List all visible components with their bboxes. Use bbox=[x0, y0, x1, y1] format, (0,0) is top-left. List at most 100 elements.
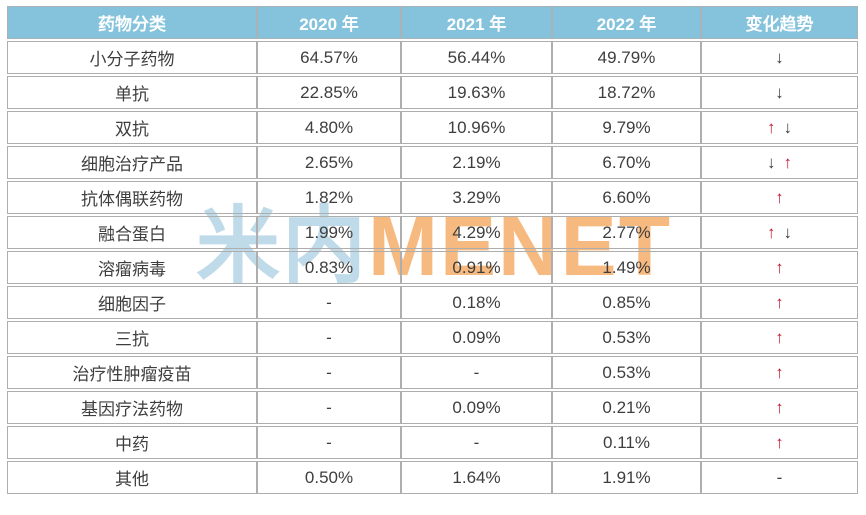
header-2021: 2021 年 bbox=[401, 6, 552, 39]
table-row: 中药 - -0.11% ↑ bbox=[7, 426, 858, 459]
up-arrow-icon: ↑ bbox=[775, 292, 784, 312]
trend-cell: ↑ bbox=[701, 391, 858, 424]
value-cell: 22.85% bbox=[257, 76, 401, 109]
trend-cell: ↓ bbox=[701, 41, 858, 74]
up-arrow-icon: ↑ bbox=[767, 117, 776, 137]
up-arrow-icon: ↑ bbox=[775, 187, 784, 207]
down-arrow-icon: ↓ bbox=[775, 47, 784, 67]
value-cell: 18.72% bbox=[552, 76, 701, 109]
header-trend: 变化趋势 bbox=[701, 6, 858, 39]
category-cell: 基因疗法药物 bbox=[7, 391, 257, 424]
value-cell: - bbox=[257, 321, 401, 354]
value-cell: - bbox=[257, 356, 401, 389]
header-2022: 2022 年 bbox=[552, 6, 701, 39]
category-cell: 融合蛋白 bbox=[7, 216, 257, 249]
up-arrow-icon: ↑ bbox=[775, 432, 784, 452]
watermark-cn-text: 米内 bbox=[196, 199, 369, 293]
value-cell: 0.50% bbox=[257, 461, 401, 494]
category-cell: 细胞因子 bbox=[7, 286, 257, 319]
table-row: 抗体偶联药物 1.82% 3.29% 6.60% ↑ bbox=[7, 181, 858, 214]
table-row: 双抗 4.80% 10.96% 9.79% ↑ ↓ bbox=[7, 111, 858, 144]
up-arrow-icon: ↑ bbox=[783, 152, 793, 172]
value-cell: 2.65% bbox=[257, 146, 401, 179]
table-row: 其他 0.50% 1.64% 1.91% - bbox=[7, 461, 858, 494]
down-arrow-icon: ↓ bbox=[783, 117, 793, 137]
value-cell: 0.09% bbox=[401, 391, 552, 424]
trend-cell: ↑ bbox=[701, 251, 858, 284]
table-row: 小分子药物 64.57% 56.44% 49.79% ↓ bbox=[7, 41, 858, 74]
no-trend-dash: - bbox=[776, 467, 783, 487]
drug-share-table-container: 药物分类 2020 年 2021 年 2022 年 变化趋势 小分子药物 64.5… bbox=[7, 4, 858, 496]
value-cell: 0.11% bbox=[552, 426, 701, 459]
value-cell: - bbox=[257, 286, 401, 319]
trend-cell: - bbox=[701, 461, 858, 494]
up-arrow-icon: ↑ bbox=[767, 222, 776, 242]
value-cell: 10.96% bbox=[401, 111, 552, 144]
category-cell: 单抗 bbox=[7, 76, 257, 109]
watermark: 米内MENET bbox=[196, 200, 672, 292]
value-cell: 2.19% bbox=[401, 146, 552, 179]
table-body: 小分子药物 64.57% 56.44% 49.79% ↓ 单抗 22.85% 19.63% 18… bbox=[7, 41, 858, 494]
value-cell: 0.83% bbox=[257, 251, 401, 284]
value-cell: 0.53% bbox=[552, 321, 701, 354]
value-cell: 6.60% bbox=[552, 181, 701, 214]
value-cell: - bbox=[401, 426, 552, 459]
value-cell: 1.82% bbox=[257, 181, 401, 214]
table-row: 融合蛋白 1.99% 4.29% 2.77% ↑ ↓ bbox=[7, 216, 858, 249]
header-row: 药物分类 2020 年 2021 年 2022 年 变化趋势 bbox=[7, 6, 858, 39]
value-cell: 1.91% bbox=[552, 461, 701, 494]
table-row: 基因疗法药物 -0.09% 0.21% ↑ bbox=[7, 391, 858, 424]
category-cell: 细胞治疗产品 bbox=[7, 146, 257, 179]
up-arrow-icon: ↑ bbox=[775, 362, 784, 382]
trend-cell: ↑ bbox=[701, 181, 858, 214]
value-cell: - bbox=[257, 426, 401, 459]
value-cell: 0.18% bbox=[401, 286, 552, 319]
value-cell: 3.29% bbox=[401, 181, 552, 214]
watermark-en-text: MENET bbox=[368, 199, 673, 293]
value-cell: 0.21% bbox=[552, 391, 701, 424]
value-cell: 0.53% bbox=[552, 356, 701, 389]
value-cell: - bbox=[257, 391, 401, 424]
category-cell: 双抗 bbox=[7, 111, 257, 144]
drug-share-table: 药物分类 2020 年 2021 年 2022 年 变化趋势 小分子药物 64.5… bbox=[7, 4, 858, 496]
value-cell: 2.77% bbox=[552, 216, 701, 249]
category-cell: 小分子药物 bbox=[7, 41, 257, 74]
header-drug-category: 药物分类 bbox=[7, 6, 257, 39]
value-cell: 1.99% bbox=[257, 216, 401, 249]
down-arrow-icon: ↓ bbox=[783, 222, 793, 242]
value-cell: - bbox=[401, 356, 552, 389]
value-cell: 1.64% bbox=[401, 461, 552, 494]
category-cell: 其他 bbox=[7, 461, 257, 494]
value-cell: 0.91% bbox=[401, 251, 552, 284]
trend-cell: ↑ ↓ bbox=[701, 111, 858, 144]
table-row: 溶瘤病毒 0.83% 0.91% 1.49% ↑ bbox=[7, 251, 858, 284]
value-cell: 4.80% bbox=[257, 111, 401, 144]
table-row: 单抗 22.85% 19.63% 18.72% ↓ bbox=[7, 76, 858, 109]
value-cell: 0.85% bbox=[552, 286, 701, 319]
trend-cell: ↑ bbox=[701, 286, 858, 319]
down-arrow-icon: ↓ bbox=[775, 82, 784, 102]
header-2020: 2020 年 bbox=[257, 6, 401, 39]
value-cell: 4.29% bbox=[401, 216, 552, 249]
value-cell: 1.49% bbox=[552, 251, 701, 284]
value-cell: 6.70% bbox=[552, 146, 701, 179]
down-arrow-icon: ↓ bbox=[767, 152, 776, 172]
value-cell: 0.09% bbox=[401, 321, 552, 354]
table-row: 三抗 -0.09% 0.53% ↑ bbox=[7, 321, 858, 354]
category-cell: 抗体偶联药物 bbox=[7, 181, 257, 214]
up-arrow-icon: ↑ bbox=[775, 327, 784, 347]
category-cell: 溶瘤病毒 bbox=[7, 251, 257, 284]
value-cell: 9.79% bbox=[552, 111, 701, 144]
trend-cell: ↑ bbox=[701, 321, 858, 354]
up-arrow-icon: ↑ bbox=[775, 397, 784, 417]
value-cell: 64.57% bbox=[257, 41, 401, 74]
value-cell: 56.44% bbox=[401, 41, 552, 74]
trend-cell: ↑ ↓ bbox=[701, 216, 858, 249]
trend-cell: ↑ bbox=[701, 426, 858, 459]
category-cell: 三抗 bbox=[7, 321, 257, 354]
trend-cell: ↑ bbox=[701, 356, 858, 389]
trend-cell: ↓ bbox=[701, 76, 858, 109]
trend-cell: ↓ ↑ bbox=[701, 146, 858, 179]
value-cell: 19.63% bbox=[401, 76, 552, 109]
table-row: 细胞因子 -0.18% 0.85% ↑ bbox=[7, 286, 858, 319]
